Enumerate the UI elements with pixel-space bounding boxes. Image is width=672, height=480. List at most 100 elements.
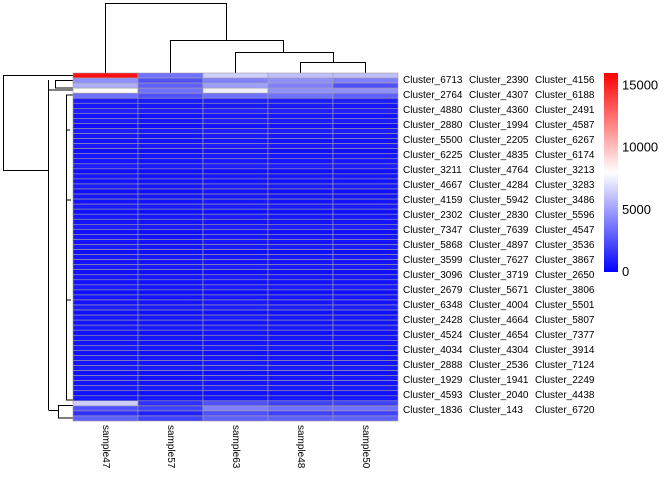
heatmap-cell [267, 360, 334, 366]
heatmap-cell [202, 138, 269, 144]
heatmap-cell [72, 234, 139, 240]
heatmap-cell [137, 224, 204, 230]
row-label: Cluster_3867 [535, 255, 595, 266]
heatmap-cell [137, 198, 204, 205]
row-label: Cluster_2536 [469, 360, 529, 371]
row-label: Cluster_2491 [535, 105, 595, 116]
heatmap-cell [267, 128, 334, 134]
heatmap-cell [202, 229, 269, 235]
legend-tick-label: 15000 [622, 77, 658, 92]
heatmap-cell [137, 148, 204, 154]
heatmap-cell [267, 77, 334, 84]
heatmap-cell [72, 329, 139, 336]
heatmap-cell [267, 234, 334, 240]
row-label: Cluster_4880 [403, 105, 463, 116]
heatmap-cell [137, 350, 204, 356]
heatmap-cell [267, 324, 334, 331]
heatmap-cell [137, 168, 204, 175]
heatmap-cell [267, 385, 334, 392]
legend-tick-label: 5000 [622, 202, 651, 217]
heatmap-cell [202, 350, 269, 356]
heatmap-cell [332, 390, 399, 397]
heatmap-cell [202, 224, 269, 230]
heatmap-cell [72, 123, 139, 129]
heatmap-cell [137, 299, 204, 306]
heatmap-cell [202, 153, 269, 160]
heatmap-cell [332, 163, 399, 170]
heatmap-cell [202, 254, 269, 260]
row-label: Cluster_4304 [469, 345, 529, 356]
heatmap-cell [332, 82, 399, 89]
row-label: Cluster_143 [469, 405, 523, 416]
heatmap-cell [72, 133, 139, 139]
heatmap-cell [137, 183, 204, 190]
heatmap-cell [72, 213, 139, 220]
row-label: Cluster_4593 [403, 390, 463, 401]
heatmap-cell [332, 294, 399, 301]
heatmap-cell [72, 264, 139, 270]
heatmap-cell [332, 239, 399, 245]
heatmap-cell [202, 355, 269, 361]
heatmap-cell [332, 213, 399, 220]
heatmap-cell [202, 329, 269, 336]
row-label: Cluster_7627 [469, 255, 529, 266]
heatmap-cell [332, 153, 399, 160]
heatmap-cell [202, 82, 269, 89]
heatmap-cell [332, 128, 399, 134]
heatmap-cell [202, 304, 269, 311]
heatmap-cell [332, 405, 399, 412]
heatmap-cell [202, 97, 269, 104]
heatmap-cell [137, 128, 204, 134]
heatmap-cell [72, 269, 139, 276]
row-label: Cluster_2205 [469, 135, 529, 146]
heatmap-cell [267, 370, 334, 376]
row-label: Cluster_3283 [535, 180, 595, 191]
heatmap-cell [332, 143, 399, 149]
heatmap-cell [72, 380, 139, 386]
heatmap-cell [332, 229, 399, 235]
heatmap-cell [267, 143, 334, 149]
heatmap-cell [267, 163, 334, 170]
heatmap-cell [202, 239, 269, 245]
row-label: Cluster_3719 [469, 270, 529, 281]
heatmap-cell [137, 72, 204, 79]
row-label: Cluster_1929 [403, 375, 463, 386]
heatmap-cell [267, 72, 334, 79]
heatmap-cell [72, 138, 139, 144]
row-label: Cluster_6713 [403, 75, 463, 86]
heatmap-cell [332, 324, 399, 331]
legend-tick-label: 0 [622, 264, 629, 279]
legend-tick-label: 10000 [622, 140, 658, 155]
heatmap-cell [137, 193, 204, 200]
heatmap-cell [72, 350, 139, 356]
row-label: Cluster_5501 [535, 300, 595, 311]
heatmap-cell [72, 405, 139, 412]
heatmap-cell [332, 77, 399, 84]
heatmap-cell [72, 153, 139, 160]
heatmap-cell [72, 113, 139, 119]
heatmap-cell [332, 203, 399, 210]
heatmap-cell [202, 72, 269, 79]
heatmap-cell [267, 304, 334, 311]
heatmap-cell [137, 113, 204, 119]
heatmap-cell [202, 390, 269, 397]
row-label: Cluster_3914 [535, 345, 595, 356]
heatmap-cell [267, 400, 334, 407]
heatmap-cell [332, 304, 399, 311]
heatmap-cell [72, 224, 139, 230]
heatmap-cell [267, 188, 334, 195]
row-label: Cluster_3486 [535, 195, 595, 206]
row-label: Cluster_4664 [469, 315, 529, 326]
heatmap-cell [72, 370, 139, 376]
heatmap-cell [267, 410, 334, 417]
heatmap-cell [267, 269, 334, 276]
heatmap-cell [137, 410, 204, 417]
row-label: Cluster_1994 [469, 120, 529, 131]
heatmap-cell [267, 133, 334, 139]
heatmap-cell [202, 234, 269, 240]
heatmap-cell [202, 87, 269, 94]
row-label: Cluster_2764 [403, 90, 463, 101]
row-label: Cluster_2040 [469, 390, 529, 401]
row-label: Cluster_5807 [535, 315, 595, 326]
